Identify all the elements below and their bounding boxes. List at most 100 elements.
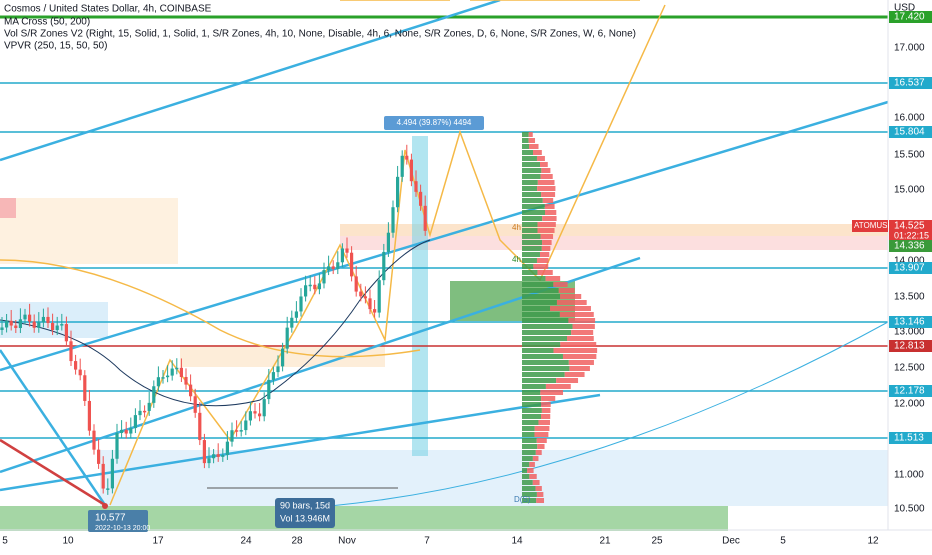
profile-bar bbox=[522, 174, 541, 179]
trend-lines bbox=[0, 0, 889, 507]
candle-body bbox=[133, 415, 137, 429]
measure-volume: Vol 13.946M bbox=[280, 513, 330, 523]
candle-body bbox=[51, 323, 55, 331]
range-label-bg bbox=[384, 116, 484, 130]
profile-bar bbox=[522, 246, 542, 251]
profile-bar bbox=[522, 276, 546, 281]
low-time: 2022-10-13 20:00 bbox=[95, 525, 150, 532]
profile-bar bbox=[556, 378, 579, 383]
candle-body bbox=[46, 316, 50, 324]
profile-bar bbox=[522, 234, 541, 239]
price-label: 16.000 bbox=[894, 113, 925, 124]
profile-bar bbox=[522, 198, 543, 203]
price-badge-label: 15.804 bbox=[894, 127, 925, 138]
candle-body bbox=[115, 433, 119, 459]
profile-bar bbox=[536, 438, 547, 443]
pattern-lines bbox=[0, 0, 666, 506]
profile-bar bbox=[522, 300, 557, 305]
candle-body bbox=[147, 402, 151, 411]
profile-bar bbox=[571, 330, 594, 335]
profile-bar bbox=[529, 144, 539, 149]
candle-body bbox=[14, 325, 18, 329]
candle-body bbox=[354, 276, 358, 292]
candle-body bbox=[253, 411, 257, 414]
indicator: Vol S/R Zones V2 (Right, 15, Solid, 1, S… bbox=[4, 29, 636, 40]
zone-tag: 4h bbox=[512, 255, 521, 264]
profile-bar bbox=[522, 138, 529, 143]
profile-bar bbox=[536, 492, 544, 497]
profile-bar bbox=[553, 282, 568, 287]
candle-body bbox=[373, 309, 377, 313]
price-label: 14.000 bbox=[894, 256, 925, 267]
candle-body bbox=[248, 411, 252, 421]
zone-tag: 4h bbox=[512, 223, 521, 232]
price-badge bbox=[889, 432, 932, 444]
candle-body bbox=[294, 311, 298, 318]
profile-bar bbox=[522, 378, 557, 383]
candle-body bbox=[92, 430, 96, 450]
candle-body bbox=[18, 319, 22, 329]
candle-body bbox=[386, 232, 390, 252]
profile-bar bbox=[534, 426, 550, 431]
profile-bar bbox=[522, 150, 534, 155]
candle-body bbox=[285, 327, 289, 349]
time-label: 28 bbox=[291, 536, 303, 547]
profile-bar bbox=[542, 240, 552, 245]
candle-body bbox=[230, 430, 234, 442]
profile-bar bbox=[522, 186, 538, 191]
candle-body bbox=[106, 488, 110, 490]
candle-body bbox=[368, 298, 372, 310]
time-label: 21 bbox=[599, 536, 611, 547]
profile-bar bbox=[522, 288, 559, 293]
time-label: 25 bbox=[651, 536, 663, 547]
candle-body bbox=[225, 441, 229, 455]
profile-bar bbox=[522, 444, 538, 449]
profile-bar bbox=[534, 432, 549, 437]
profile-bar bbox=[522, 336, 567, 341]
profile-bar bbox=[572, 324, 595, 329]
profile-bar bbox=[541, 408, 551, 413]
measure-bars: 90 bars, 15d bbox=[280, 500, 330, 510]
profile-bar bbox=[522, 252, 540, 257]
profile-bar bbox=[527, 468, 534, 473]
candle-body bbox=[60, 324, 64, 326]
price-label: 10.500 bbox=[894, 504, 925, 515]
profile-bar bbox=[550, 306, 591, 311]
profile-bar bbox=[541, 396, 556, 401]
last-price: 14.525 bbox=[894, 221, 925, 232]
profile-bar bbox=[533, 264, 549, 269]
candle-body bbox=[419, 191, 423, 206]
price-badge-label: 16.537 bbox=[894, 78, 925, 89]
countdown: 01:22:15 bbox=[894, 230, 929, 240]
price-badge-label: 13.907 bbox=[894, 263, 925, 274]
profile-bar bbox=[537, 186, 556, 191]
candle-body bbox=[129, 428, 133, 434]
trend-line bbox=[0, 438, 106, 507]
candle-body bbox=[124, 429, 128, 434]
price-badge bbox=[889, 340, 932, 352]
candle-body bbox=[78, 369, 82, 376]
candle-body bbox=[331, 266, 335, 270]
candle-body bbox=[69, 341, 73, 362]
symbol-badge bbox=[852, 220, 888, 232]
profile-bar bbox=[545, 384, 571, 389]
profile-bar bbox=[522, 462, 530, 467]
candle-body bbox=[400, 155, 404, 177]
profile-bar bbox=[522, 498, 537, 503]
candle-body bbox=[120, 429, 124, 434]
price-label: 15.000 bbox=[894, 185, 925, 196]
profile-bar bbox=[540, 390, 564, 395]
profile-bar bbox=[542, 216, 557, 221]
profile-bar bbox=[522, 270, 538, 275]
profile-bar bbox=[522, 282, 554, 287]
profile-bar bbox=[537, 222, 556, 227]
profile-bar bbox=[522, 456, 533, 461]
indicator: VPVR (250, 15, 50, 50) bbox=[4, 41, 107, 52]
price-label: 11.000 bbox=[894, 470, 924, 481]
profile-bar bbox=[537, 444, 545, 449]
profile-bar bbox=[535, 450, 542, 455]
profile-bar bbox=[564, 372, 585, 377]
profile-bar bbox=[562, 354, 597, 359]
profile-bar bbox=[522, 384, 546, 389]
profile-bar bbox=[529, 462, 535, 467]
